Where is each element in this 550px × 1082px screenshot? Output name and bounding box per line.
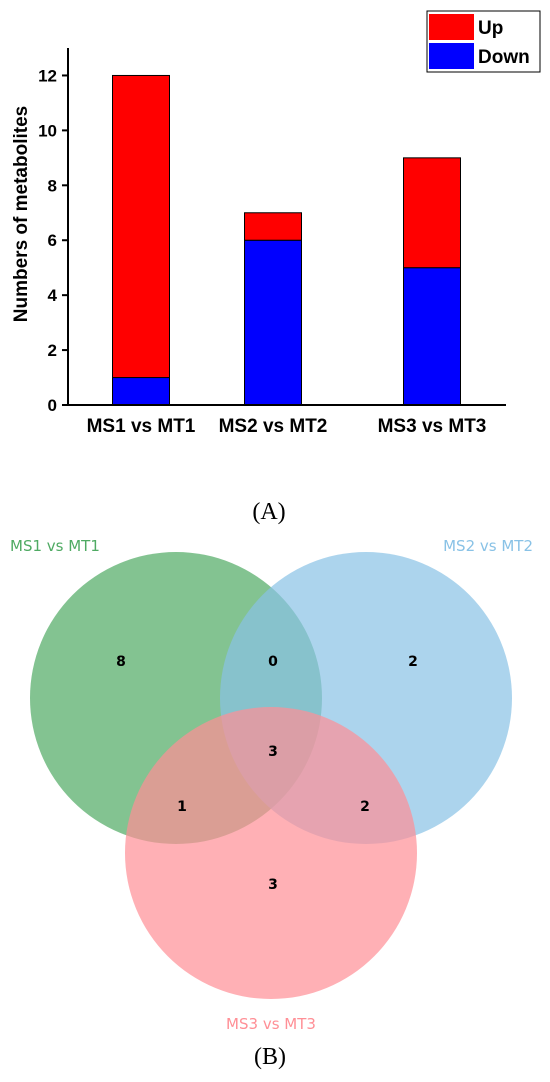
bar-segment-up (403, 157, 461, 269)
legend-swatch-up (429, 14, 474, 40)
legend-swatch-down (429, 43, 474, 69)
bar-segment-down (244, 239, 302, 406)
y-tick-label: 6 (48, 231, 57, 250)
venn-set-label-2: MS2 vs MT2 (443, 537, 533, 555)
venn-set-label-3: MS3 vs MT3 (226, 1015, 316, 1033)
venn-count-1-and-3: 1 (177, 799, 187, 815)
venn-count-1-and-2: 0 (268, 654, 278, 670)
panel-label-b: (B) (254, 1044, 286, 1070)
venn-diagram: MS1 vs MT1 MS2 vs MT2 MS3 vs MT3 8 2 3 0 1 2 3 (10, 537, 533, 1033)
bar-group (112, 74, 461, 406)
bar-segment-up (244, 212, 302, 241)
x-category-label: MS2 vs MT2 (219, 416, 328, 437)
venn-count-2-and-3: 2 (360, 799, 370, 815)
y-tick-label: 0 (48, 396, 57, 415)
venn-count-only-1: 8 (116, 654, 126, 670)
y-tick-label: 2 (48, 341, 57, 360)
bar-chart: 0 2 4 6 8 10 12 MS1 vs MT1 MS2 vs MT2 MS3 vs MT3… (11, 10, 541, 437)
y-tick-label: 12 (38, 66, 57, 85)
y-tick-group: 0 2 4 6 8 10 12 (38, 66, 68, 415)
legend: Up Down (426, 10, 541, 73)
y-tick-label: 8 (48, 176, 57, 195)
legend-label-down: Down (478, 47, 530, 68)
y-axis-title: Numbers of metabolites (11, 106, 32, 322)
panel-label-a: (A) (252, 499, 285, 525)
x-category-label: MS1 vs MT1 (87, 416, 196, 437)
y-tick-label: 10 (38, 121, 57, 140)
x-category-label: MS3 vs MT3 (378, 416, 487, 437)
venn-set-label-1: MS1 vs MT1 (10, 537, 100, 555)
bar-segment-down (403, 267, 461, 406)
legend-label-up: Up (478, 18, 503, 39)
venn-circle-3 (125, 707, 417, 999)
bar-segment-up (112, 74, 170, 379)
venn-count-all: 3 (268, 744, 278, 760)
y-tick-label: 4 (48, 286, 58, 305)
bar-segment-down (112, 377, 170, 406)
x-label-group: MS1 vs MT1 MS2 vs MT2 MS3 vs MT3 (87, 416, 487, 437)
venn-count-only-3: 3 (268, 877, 278, 893)
venn-count-only-2: 2 (408, 654, 418, 670)
